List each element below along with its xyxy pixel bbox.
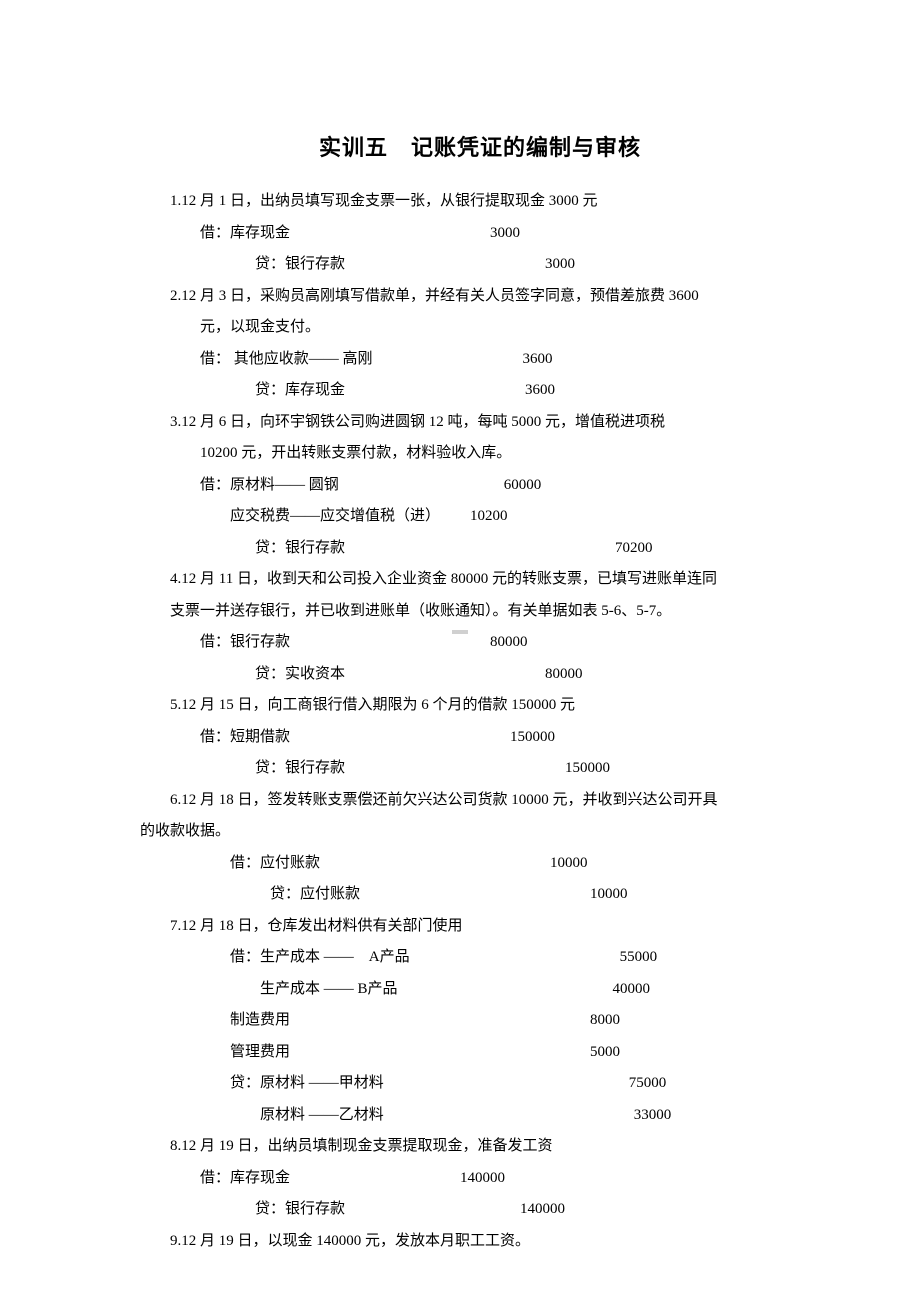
journal-entry-line: 制造费用8000 — [170, 1005, 790, 1037]
journal-entry-line: 贷：银行存款140000 — [170, 1194, 790, 1226]
item-description: 6.12 月 18 日，签发转账支票偿还前欠兴达公司货款 10000 元，并收到… — [170, 785, 790, 817]
journal-entry-line: 借：短期借款150000 — [170, 722, 790, 754]
item-description-cont: 元，以现金支付。 — [170, 312, 790, 344]
journal-entry-line: 贷：银行存款150000 — [170, 753, 790, 785]
item-description: 7.12 月 18 日，仓库发出材料供有关部门使用 — [170, 911, 790, 943]
entry-account-label: 借：应付账款 — [230, 848, 320, 880]
document-content: 1.12 月 1 日，出纳员填写现金支票一张，从银行提取现金 3000 元借：库… — [170, 186, 790, 1257]
journal-entry-line: 贷：实收资本80000 — [170, 659, 790, 691]
entry-amount: 150000 — [345, 753, 610, 785]
entry-amount: 10000 — [320, 848, 588, 880]
entry-amount: 10200 — [440, 501, 508, 533]
journal-entry-line: 借：银行存款80000 — [170, 627, 790, 659]
journal-entry-line: 原材料 ——乙材料33000 — [170, 1100, 790, 1132]
entry-amount: 40000 — [398, 974, 651, 1006]
item-description-cont: 10200 元，开出转账支票付款，材料验收入库。 — [170, 438, 790, 470]
entry-account-label: 贷：实收资本 — [255, 659, 345, 691]
entry-amount: 80000 — [345, 659, 583, 691]
entry-account-label: 贷：应付账款 — [270, 879, 360, 911]
entry-amount: 150000 — [290, 722, 555, 754]
entry-amount: 80000 — [290, 627, 528, 659]
journal-entry-line: 借：原材料—— 圆钢60000 — [170, 470, 790, 502]
journal-entry-line: 贷：原材料 ——甲材料75000 — [170, 1068, 790, 1100]
entry-account-label: 借：原材料—— 圆钢 — [200, 470, 339, 502]
journal-entry-line: 借：应付账款10000 — [170, 848, 790, 880]
entry-amount: 3600 — [373, 344, 553, 376]
journal-entry-line: 借：生产成本 —— A产品55000 — [170, 942, 790, 974]
item-description: 5.12 月 15 日，向工商银行借入期限为 6 个月的借款 150000 元 — [170, 690, 790, 722]
entry-amount: 3000 — [290, 218, 520, 250]
item-description: 4.12 月 11 日，收到天和公司投入企业资金 80000 元的转账支票，已填… — [170, 564, 790, 596]
entry-account-label: 制造费用 — [230, 1005, 290, 1037]
entry-account-label: 借：银行存款 — [200, 627, 290, 659]
item-description: 9.12 月 19 日，以现金 140000 元，发放本月职工工资。 — [170, 1226, 790, 1258]
entry-account-label: 借：库存现金 — [200, 1163, 290, 1195]
entry-account-label: 借： 其他应收款—— 高刚 — [200, 344, 373, 376]
entry-account-label: 借：短期借款 — [200, 722, 290, 754]
entry-amount: 70200 — [345, 533, 653, 565]
entry-account-label: 贷：库存现金 — [255, 375, 345, 407]
item-description: 3.12 月 6 日，向环宇钢铁公司购进圆钢 12 吨，每吨 5000 元，增值… — [170, 407, 790, 439]
entry-amount: 3000 — [345, 249, 575, 281]
entry-amount: 3600 — [345, 375, 555, 407]
entry-account-label: 贷：银行存款 — [255, 753, 345, 785]
journal-entry-line: 贷：银行存款70200 — [170, 533, 790, 565]
entry-amount: 33000 — [384, 1100, 672, 1132]
item-description: 8.12 月 19 日，出纳员填制现金支票提取现金，准备发工资 — [170, 1131, 790, 1163]
entry-amount: 10000 — [360, 879, 628, 911]
entry-amount: 75000 — [384, 1068, 667, 1100]
entry-amount: 140000 — [345, 1194, 565, 1226]
entry-amount: 55000 — [410, 942, 658, 974]
entry-amount: 60000 — [339, 470, 542, 502]
journal-entry-line: 应交税费——应交增值税（进）10200 — [170, 501, 790, 533]
item-description: 2.12 月 3 日，采购员高刚填写借款单，并经有关人员签字同意，预借差旅费 3… — [170, 281, 790, 313]
entry-account-label: 借：库存现金 — [200, 218, 290, 250]
journal-entry-line: 贷：银行存款3000 — [170, 249, 790, 281]
item-description-cont: 的收款收据。 — [140, 816, 790, 848]
page-title: 实训五 记账凭证的编制与审核 — [170, 130, 790, 162]
journal-entry-line: 贷：应付账款10000 — [170, 879, 790, 911]
journal-entry-line: 生产成本 —— B产品40000 — [170, 974, 790, 1006]
entry-account-label: 贷：原材料 ——甲材料 — [230, 1068, 384, 1100]
watermark — [452, 630, 468, 634]
entry-account-label: 管理费用 — [230, 1037, 290, 1069]
entry-account-label: 贷：银行存款 — [255, 249, 345, 281]
journal-entry-line: 贷：库存现金3600 — [170, 375, 790, 407]
entry-account-label: 贷：银行存款 — [255, 1194, 345, 1226]
entry-amount: 140000 — [290, 1163, 505, 1195]
item-description: 1.12 月 1 日，出纳员填写现金支票一张，从银行提取现金 3000 元 — [170, 186, 790, 218]
entry-account-label: 贷：银行存款 — [255, 533, 345, 565]
journal-entry-line: 管理费用5000 — [170, 1037, 790, 1069]
entry-account-label: 生产成本 —— B产品 — [260, 974, 398, 1006]
entry-account-label: 应交税费——应交增值税（进） — [230, 501, 440, 533]
item-description-cont: 支票一并送存银行，并已收到进账单（收账通知）。有关单据如表 5-6、5-7。 — [170, 596, 790, 628]
journal-entry-line: 借：库存现金3000 — [170, 218, 790, 250]
journal-entry-line: 借： 其他应收款—— 高刚3600 — [170, 344, 790, 376]
entry-account-label: 借：生产成本 —— A产品 — [230, 942, 410, 974]
journal-entry-line: 借：库存现金140000 — [170, 1163, 790, 1195]
entry-amount: 8000 — [290, 1005, 620, 1037]
entry-amount: 5000 — [290, 1037, 620, 1069]
entry-account-label: 原材料 ——乙材料 — [260, 1100, 384, 1132]
